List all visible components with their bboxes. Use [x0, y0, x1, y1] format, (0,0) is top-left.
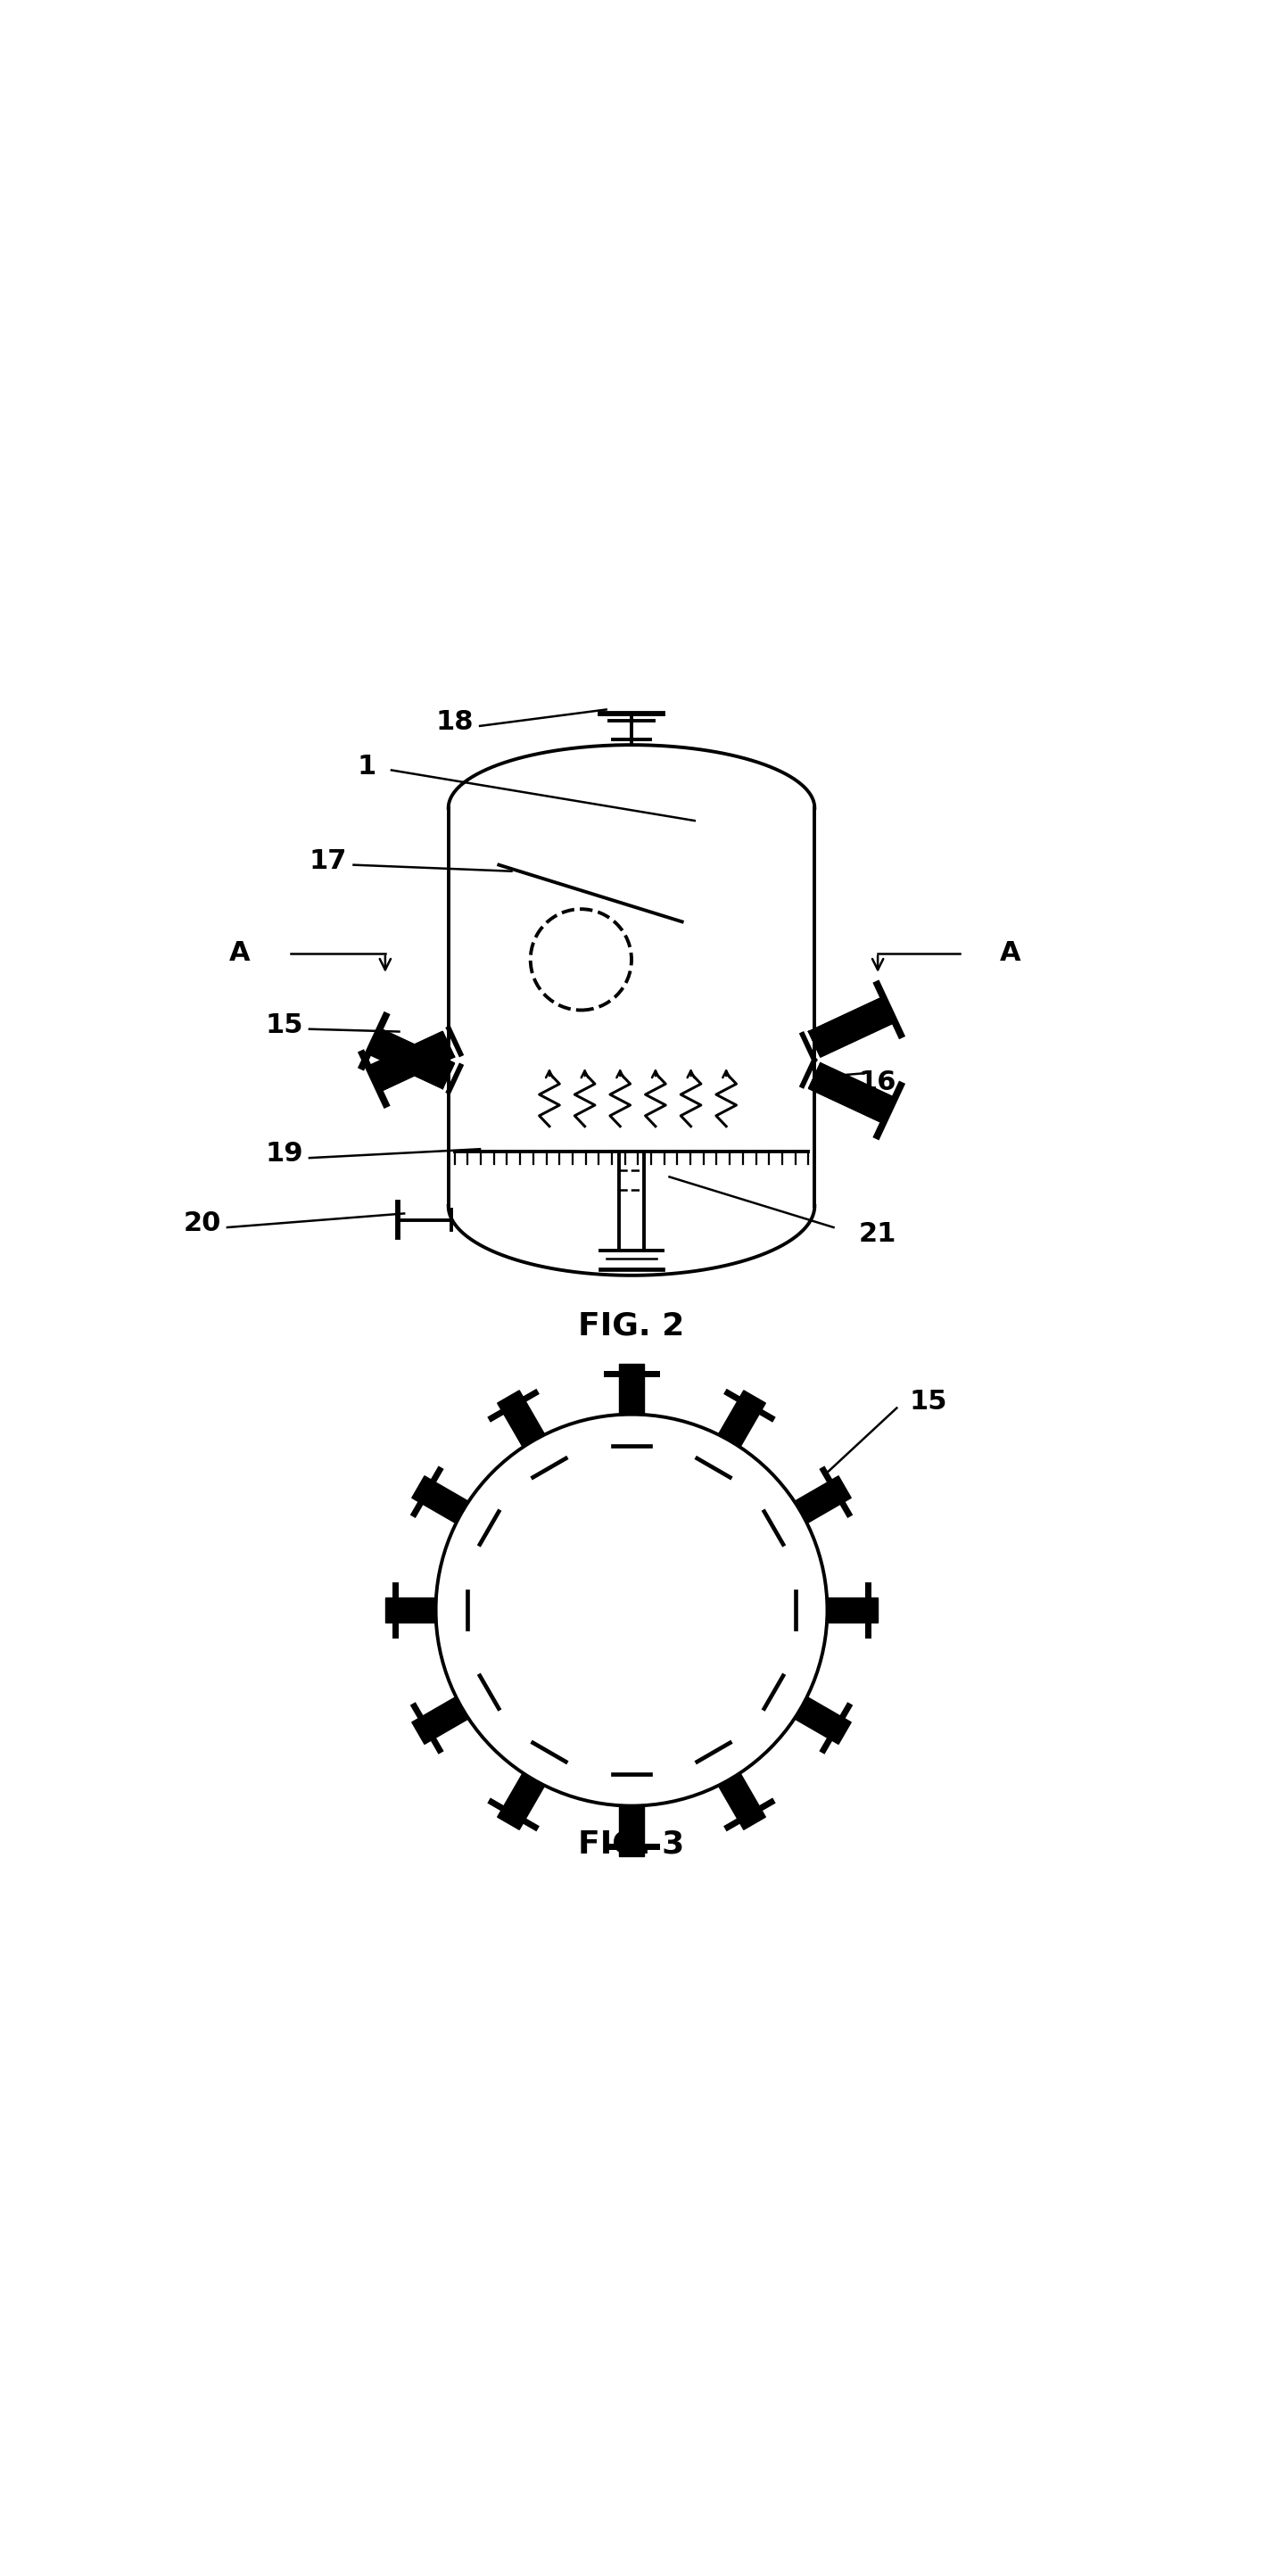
Text: 1: 1	[356, 752, 376, 781]
Text: A: A	[230, 940, 250, 966]
Polygon shape	[498, 1772, 544, 1829]
Text: 18: 18	[436, 708, 474, 734]
Text: 19: 19	[265, 1141, 303, 1167]
Polygon shape	[808, 997, 895, 1056]
Polygon shape	[808, 1064, 895, 1123]
Text: 16: 16	[859, 1069, 897, 1095]
Polygon shape	[719, 1772, 765, 1829]
Text: 15: 15	[909, 1388, 947, 1414]
Polygon shape	[619, 1806, 644, 1857]
Polygon shape	[719, 1391, 765, 1448]
Polygon shape	[794, 1698, 851, 1744]
Polygon shape	[827, 1597, 878, 1623]
Text: A: A	[1000, 940, 1021, 966]
Polygon shape	[794, 1476, 851, 1522]
Text: 17: 17	[309, 848, 347, 873]
Polygon shape	[412, 1476, 469, 1522]
Text: 20: 20	[183, 1211, 221, 1236]
Polygon shape	[368, 1030, 455, 1092]
Polygon shape	[619, 1363, 644, 1414]
Polygon shape	[368, 1028, 455, 1090]
Polygon shape	[385, 1597, 436, 1623]
Text: FIG. 2: FIG. 2	[578, 1311, 685, 1342]
Text: 15: 15	[265, 1012, 303, 1038]
Text: 21: 21	[859, 1221, 897, 1247]
Polygon shape	[412, 1698, 469, 1744]
Polygon shape	[498, 1391, 544, 1448]
Text: FIG. 3: FIG. 3	[578, 1829, 685, 1860]
